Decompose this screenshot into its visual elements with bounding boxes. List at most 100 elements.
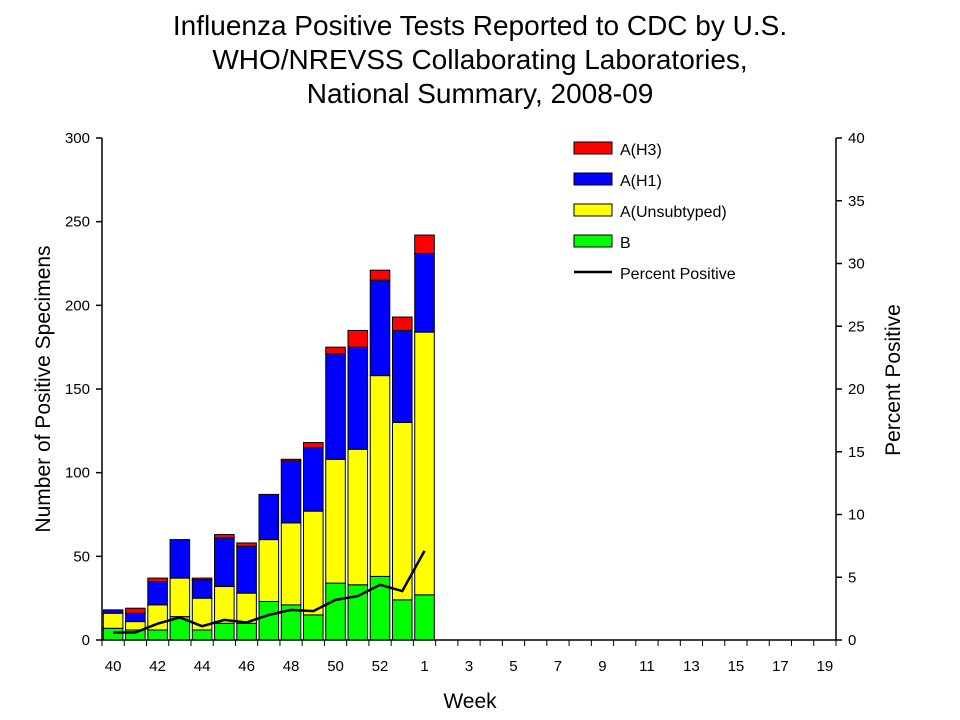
bar-a-h1-week-40 <box>102 609 124 614</box>
y2-tick-label-35: 35 <box>848 193 865 210</box>
legend-swatch-b <box>573 234 613 248</box>
bar-b-week-42 <box>147 629 168 641</box>
x-tick-label-5: 5 <box>509 658 517 675</box>
bar-a-h3-week-50 <box>325 346 346 355</box>
title-line-1: Influenza Positive Tests Reported to CDC… <box>172 10 788 41</box>
bar-a-h3-week-45 <box>214 534 235 539</box>
bar-a-unsubtyped-week-47 <box>258 539 280 603</box>
legend-label-b: B <box>620 235 631 252</box>
x-tick-label-44: 44 <box>194 658 211 675</box>
y-tick-label-200: 200 <box>65 297 90 314</box>
y2-tick-label-10: 10 <box>848 507 865 524</box>
percent-line-layer <box>113 550 426 634</box>
bar-a-h1-week-52 <box>369 279 391 377</box>
bar-a-h1-week-48 <box>280 460 302 524</box>
title-line-3: National Summary, 2008-09 <box>306 78 654 109</box>
legend-swatch-a-unsubtyped <box>573 203 613 217</box>
bar-a-h1-week-43 <box>169 539 191 579</box>
bar-a-h1-week-44 <box>191 579 213 599</box>
bar-a-h1-week-42 <box>147 580 168 606</box>
bar-a-unsubtyped-week-1 <box>391 421 413 601</box>
bar-b-week-49 <box>303 614 324 641</box>
x-tick-label-40: 40 <box>105 658 122 675</box>
x-tick-label-7: 7 <box>554 658 562 675</box>
bar-a-unsubtyped-week-46 <box>236 592 257 624</box>
bar-a-h3-week-46 <box>236 542 257 547</box>
bar-b-week-40 <box>102 627 124 641</box>
title-line-2: WHO/NREVSS Collaborating Laboratories, <box>212 44 748 75</box>
y-axis-title: Number of Positive Specimens <box>32 245 55 532</box>
x-tick-label-48: 48 <box>283 658 300 675</box>
bar-a-h1-week-47 <box>258 493 280 541</box>
bar-a-h3-week-41 <box>125 607 146 614</box>
legend-label-a-h1: A(H1) <box>620 173 662 190</box>
y2-tick-label-30: 30 <box>848 256 865 273</box>
bar-a-h3-week-51 <box>347 329 369 348</box>
y2-tick-label-25: 25 <box>848 318 865 335</box>
x-tick-label-1: 1 <box>420 658 428 675</box>
x-tick-label-42: 42 <box>149 658 166 675</box>
x-tick-label-13: 13 <box>683 658 700 675</box>
y2-axis-title: Percent Positive <box>882 304 905 456</box>
bar-b-week-44 <box>191 629 213 641</box>
bar-a-h3-week-42 <box>147 577 168 582</box>
y2-tick-label-0: 0 <box>848 632 856 649</box>
bar-a-unsubtyped-week-51 <box>347 448 369 586</box>
bar-a-unsubtyped-week-2 <box>414 331 435 596</box>
y-tick-label-50: 50 <box>73 548 90 565</box>
bar-a-h1-week-1 <box>391 329 413 423</box>
x-tick-label-46: 46 <box>238 658 255 675</box>
bar-b-week-50 <box>325 582 346 641</box>
bar-a-h1-week-51 <box>347 346 369 450</box>
bar-b-week-1 <box>391 599 413 641</box>
percent-positive-line <box>113 550 426 634</box>
bar-a-h1-week-46 <box>236 545 257 594</box>
bar-a-h3-week-48 <box>280 458 302 462</box>
bar-a-h3-week-44 <box>191 577 213 581</box>
bar-a-unsubtyped-week-52 <box>369 375 391 577</box>
bar-b-week-45 <box>214 622 235 641</box>
bar-a-unsubtyped-week-45 <box>214 585 235 624</box>
y-tick-label-0: 0 <box>82 632 90 649</box>
bar-a-unsubtyped-week-49 <box>303 510 324 616</box>
bar-b-week-47 <box>258 601 280 641</box>
bar-a-h1-week-49 <box>303 447 324 512</box>
bar-b-week-2 <box>414 594 435 641</box>
bar-a-unsubtyped-week-48 <box>280 522 302 606</box>
legend: A(H3) A(H1) A(Unsubtyped) B Percent Positive <box>573 141 736 283</box>
y2-tick-label-40: 40 <box>848 130 865 147</box>
bar-a-h1-week-45 <box>214 537 235 587</box>
y-tick-label-250: 250 <box>65 214 90 231</box>
bar-a-unsubtyped-week-43 <box>169 577 191 618</box>
bar-a-h1-week-2 <box>414 252 435 333</box>
bar-a-h3-week-52 <box>369 269 391 281</box>
bar-a-unsubtyped-week-40 <box>102 612 124 629</box>
legend-label-a-h3: A(H3) <box>620 142 662 159</box>
bar-a-h3-week-1 <box>391 316 413 331</box>
legend-label-percent-positive: Percent Positive <box>620 266 736 283</box>
bar-a-h3-week-49 <box>303 442 324 449</box>
y2-tick-label-15: 15 <box>848 444 865 461</box>
bar-a-h1-week-50 <box>325 353 346 460</box>
x-tick-label-9: 9 <box>598 658 606 675</box>
x-tick-label-52: 52 <box>372 658 389 675</box>
bar-a-h1-week-41 <box>125 612 146 623</box>
y2-tick-label-20: 20 <box>848 381 865 398</box>
x-tick-label-50: 50 <box>327 658 344 675</box>
x-tick-label-15: 15 <box>728 658 745 675</box>
x-tick-label-3: 3 <box>465 658 473 675</box>
bar-a-h3-week-2 <box>414 234 435 254</box>
y-tick-label-300: 300 <box>65 130 90 147</box>
bars-layer <box>102 234 435 641</box>
legend-label-a-unsubtyped: A(Unsubtyped) <box>620 204 727 221</box>
x-tick-label-19: 19 <box>817 658 834 675</box>
y-tick-label-150: 150 <box>65 381 90 398</box>
y2-tick-label-5: 5 <box>848 569 856 586</box>
x-tick-label-17: 17 <box>772 658 789 675</box>
bar-b-week-46 <box>236 622 257 641</box>
x-tick-label-11: 11 <box>639 658 655 675</box>
bar-a-unsubtyped-week-50 <box>325 458 346 584</box>
y-tick-label-100: 100 <box>65 465 90 482</box>
